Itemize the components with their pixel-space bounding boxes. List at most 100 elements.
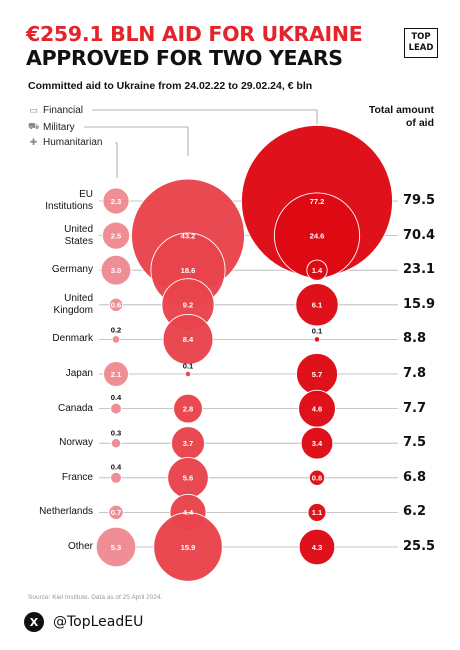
social-handle[interactable]: X @TopLeadEU bbox=[24, 612, 143, 632]
bubble-labels: 2.3 77.2 2.5 43.2 24.6 3.0 18.6 1.4 0.6 9.2 6.1 0.2… bbox=[111, 197, 325, 552]
legend-financial: ▭ Financial bbox=[28, 105, 83, 116]
financial-bubble bbox=[295, 283, 339, 327]
country-label-line: EU bbox=[79, 189, 93, 200]
military-value-label: 43.2 bbox=[181, 231, 196, 240]
military-value-label: 15.9 bbox=[181, 543, 196, 552]
total-value: 15.9 bbox=[403, 296, 436, 312]
humanitarian-value-label: 0.3 bbox=[111, 428, 122, 437]
humanitarian-value-label: 0.4 bbox=[111, 462, 122, 471]
total-value: 6.8 bbox=[403, 469, 427, 485]
humanitarian-value-label: 2.3 bbox=[111, 197, 122, 206]
humanitarian-value-label: 5.3 bbox=[111, 543, 122, 552]
country-label-line: Denmark bbox=[52, 333, 93, 345]
financial-bubble bbox=[298, 528, 336, 566]
financial-bubble bbox=[308, 469, 326, 486]
country-label-line: Norway bbox=[59, 437, 93, 449]
country-label-line: Other bbox=[67, 541, 93, 552]
total-value: 8.8 bbox=[403, 331, 427, 347]
country-label: United States bbox=[0, 224, 93, 248]
country-label: Netherlands bbox=[0, 506, 93, 518]
financial-value-label: 6.1 bbox=[312, 301, 323, 310]
country-label-line: States bbox=[64, 235, 93, 247]
military-value-label: 2.8 bbox=[183, 404, 194, 413]
financial-value-label: 77.2 bbox=[310, 197, 325, 206]
chart-subtitle: Committed aid to Ukraine from 24.02.22 t… bbox=[28, 80, 313, 92]
total-value: 7.5 bbox=[403, 435, 427, 451]
handle-text: @TopLeadEU bbox=[53, 614, 144, 630]
military-value-label: 9.2 bbox=[183, 301, 194, 310]
total-value: 7.7 bbox=[403, 400, 427, 416]
military-bubble bbox=[153, 512, 223, 582]
country-label-line: Canada bbox=[57, 402, 93, 414]
military-value-label: 0.1 bbox=[183, 361, 194, 370]
military-value-label: 5.6 bbox=[183, 474, 194, 483]
military-value-label: 18.6 bbox=[181, 266, 196, 275]
legend-military-label: Military bbox=[43, 121, 75, 133]
country-label: France bbox=[0, 472, 93, 484]
country-label-line: Netherlands bbox=[39, 506, 93, 518]
humanitarian-bubble bbox=[110, 438, 122, 449]
humanitarian-value-label: 0.2 bbox=[111, 326, 122, 335]
medical-cross-icon: ✚ bbox=[29, 137, 38, 147]
leader-financial bbox=[92, 109, 318, 124]
total-value: 23.1 bbox=[403, 262, 436, 278]
humanitarian-bubble bbox=[110, 471, 122, 484]
country-label-line: United bbox=[64, 292, 93, 304]
military-bubble bbox=[184, 370, 192, 378]
military-bubble bbox=[162, 314, 214, 365]
financial-value-label: 24.6 bbox=[310, 231, 325, 240]
country-label: United Kingdom bbox=[0, 293, 93, 317]
humanitarian-bubble bbox=[110, 402, 122, 415]
country-label: EU Institutions bbox=[0, 189, 93, 213]
humanitarian-bubble bbox=[95, 526, 137, 568]
financial-value-label: 0.1 bbox=[312, 327, 323, 336]
country-label: Canada bbox=[0, 403, 93, 415]
country-label-line: Kingdom bbox=[53, 304, 93, 316]
country-label: Norway bbox=[0, 437, 93, 449]
country-label-line: Institutions bbox=[45, 201, 93, 212]
military-value-label: 3.7 bbox=[183, 439, 194, 448]
banknote-icon: ▭ bbox=[29, 105, 38, 115]
humanitarian-bubble bbox=[100, 254, 132, 286]
military-value-label: 8.4 bbox=[183, 335, 194, 344]
legend-humanitarian: ✚ Humanitarian bbox=[28, 137, 103, 148]
financial-value-label: 0.8 bbox=[312, 474, 323, 483]
legend-financial-label: Financial bbox=[43, 105, 84, 116]
total-amount-header: Total amount of aid bbox=[344, 104, 434, 130]
humanitarian-bubble bbox=[103, 361, 129, 387]
total-value: 6.2 bbox=[403, 504, 427, 520]
financial-value-label: 4.6 bbox=[312, 404, 323, 413]
total-value: 70.4 bbox=[403, 227, 436, 243]
financial-bubble bbox=[313, 336, 321, 343]
financial-value-label: 4.3 bbox=[312, 543, 323, 552]
humanitarian-bubble bbox=[102, 187, 130, 215]
total-header-line-2: of aid bbox=[406, 117, 434, 129]
humanitarian-bubble bbox=[108, 297, 124, 312]
military-value-label: 4.4 bbox=[183, 508, 194, 517]
logo-line-1: TOP bbox=[411, 32, 431, 42]
financial-value-label: 1.1 bbox=[312, 508, 323, 517]
humanitarian-value-label: 2.5 bbox=[111, 231, 122, 240]
financial-bubble bbox=[306, 259, 328, 281]
toplead-logo: TOP LEAD bbox=[404, 28, 438, 58]
financial-value-label: 3.4 bbox=[312, 439, 323, 448]
legend-leader-lines bbox=[84, 109, 318, 178]
legend-military: ⛟ Military bbox=[28, 121, 75, 133]
military-bubble bbox=[173, 393, 203, 424]
tank-icon: ⛟ bbox=[28, 121, 40, 131]
country-label-line: France bbox=[61, 471, 93, 483]
humanitarian-value-label: 0.4 bbox=[111, 393, 122, 402]
leader-humanitarian bbox=[115, 142, 118, 178]
country-label: Denmark bbox=[0, 333, 93, 345]
title-line-1: €259.1 BLN AID FOR UKRAINE bbox=[26, 22, 363, 46]
country-label-line: United bbox=[64, 223, 93, 235]
total-header-line-1: Total amount bbox=[368, 104, 434, 116]
logo-line-2: LEAD bbox=[408, 43, 434, 53]
page-title: €259.1 BLN AID FOR UKRAINE APPROVED FOR … bbox=[26, 22, 363, 70]
financial-value-label: 5.7 bbox=[312, 370, 323, 379]
humanitarian-value-label: 3.0 bbox=[111, 266, 122, 275]
x-logo-icon: X bbox=[24, 612, 44, 632]
legend-humanitarian-label: Humanitarian bbox=[43, 137, 103, 148]
source-note: Source: Kiel Institute. Data as of 25 Ap… bbox=[28, 594, 163, 601]
